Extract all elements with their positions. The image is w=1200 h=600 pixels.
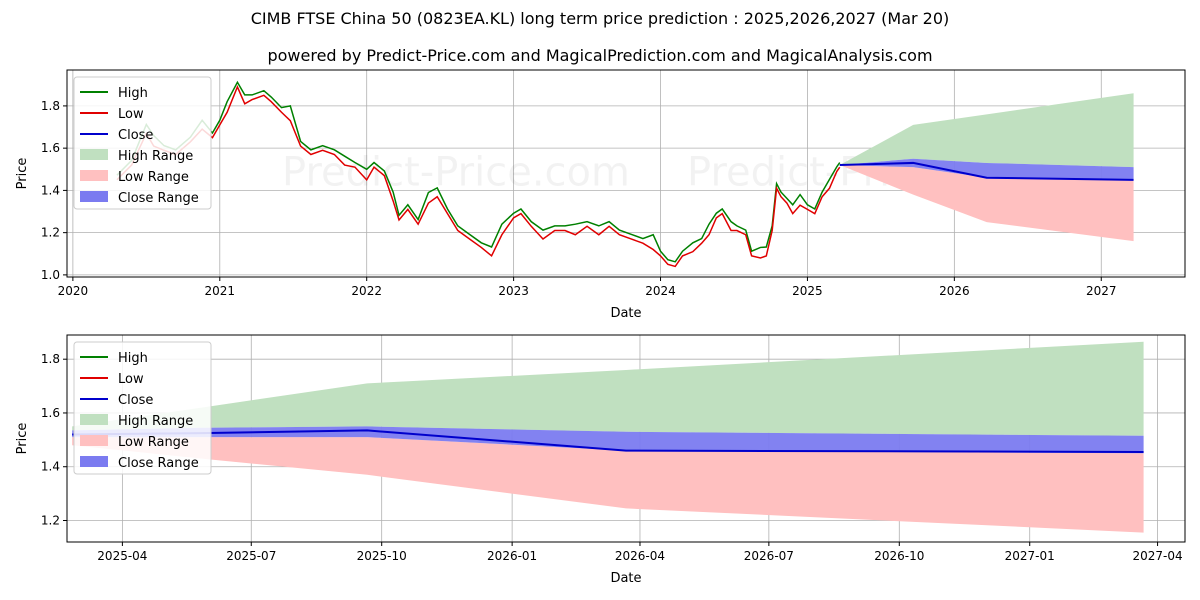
p2-y-tick-label: 1.4 <box>41 460 60 474</box>
p1-x-tick-label: 2026 <box>939 284 970 298</box>
p1-x-tick-label: 2021 <box>205 284 236 298</box>
p1-x-tick-label: 2020 <box>58 284 89 298</box>
p2-high-range-band <box>72 341 1144 436</box>
p1-legend-label-low-range: Low Range <box>118 170 189 185</box>
p2-close-range-band <box>72 426 1144 454</box>
p1-legend-label-high-range: High Range <box>118 149 193 164</box>
p1-y-tick-label: 1.4 <box>41 183 60 197</box>
p2-legend-swatch-close-range <box>80 456 108 467</box>
p1-legend-swatch-high-range <box>80 149 108 160</box>
p2-legend-label-low: Low <box>118 372 144 387</box>
chart-subtitle: powered by Predict-Price.com and Magical… <box>267 46 933 65</box>
p1-x-tick-label: 2022 <box>351 284 382 298</box>
p2-y-tick-label: 1.2 <box>41 513 60 527</box>
p1-x-tick-label: 2024 <box>645 284 676 298</box>
p1-x-axis-label: Date <box>610 306 641 321</box>
p1-low-series-line <box>116 84 841 268</box>
p1-legend-swatch-close-range <box>80 191 108 202</box>
p2-x-tick-label: 2027-04 <box>1132 549 1182 563</box>
p1-watermark-left: Predict-Price.com <box>282 150 630 196</box>
p1-legend-label-close-range: Close Range <box>118 191 199 206</box>
p2-x-tick-label: 2025-04 <box>97 549 147 563</box>
p1-y-tick-label: 1.8 <box>41 99 60 113</box>
p2-x-tick-label: 2026-10 <box>874 549 924 563</box>
p1-axes-frame <box>66 69 1186 278</box>
p2-x-tick-label: 2026-04 <box>615 549 665 563</box>
p1-legend-box <box>73 76 212 210</box>
p2-axes-frame <box>66 334 1186 543</box>
p2-low-range-band <box>72 437 1144 533</box>
p1-low-range-band <box>839 165 1134 242</box>
p1-close-forecast-line <box>839 161 1134 181</box>
p1-x-tick-label: 2025 <box>792 284 823 298</box>
p2-legend-label-high: High <box>118 351 148 366</box>
p2-x-tick-label: 2027-01 <box>1005 549 1055 563</box>
p1-high-range-band <box>839 93 1134 168</box>
p2-plot-area <box>72 341 1144 533</box>
p2-y-tick-label: 1.8 <box>41 352 60 366</box>
p1-legend-swatch-low-range <box>80 170 108 181</box>
p2-legend-label-close: Close <box>118 393 153 408</box>
p2-legend-swatch-high-range <box>80 414 108 425</box>
p2-legend-label-close-range: Close Range <box>118 456 199 471</box>
p2-x-axis-label: Date <box>610 571 641 586</box>
p1-plot-area <box>116 80 1134 268</box>
p2-x-tick-label: 2025-07 <box>226 549 276 563</box>
p1-y-axis-label: Price <box>15 158 30 190</box>
p2-x-tick-label: 2026-01 <box>487 549 537 563</box>
p1-legend-label-low: Low <box>118 107 144 122</box>
p1-x-tick-label: 2023 <box>498 284 529 298</box>
p2-x-tick-label: 2026-07 <box>744 549 794 563</box>
p2-legend-label-low-range: Low Range <box>118 435 189 450</box>
p1-legend-label-close: Close <box>118 128 153 143</box>
p2-x-tick-label: 2025-10 <box>357 549 407 563</box>
p2-legend-label-high-range: High Range <box>118 414 193 429</box>
p1-x-tick-label: 2027 <box>1086 284 1117 298</box>
p1-legend-label-high: High <box>118 86 148 101</box>
p1-close-range-band <box>839 158 1134 180</box>
p2-legend-swatch-low-range <box>80 435 108 446</box>
p1-high-series-line <box>116 80 841 263</box>
p1-y-tick-label: 1.0 <box>41 268 60 282</box>
chart-title: CIMB FTSE China 50 (0823EA.KL) long term… <box>250 9 950 28</box>
p2-legend-box <box>73 341 212 475</box>
p2-y-tick-label: 1.6 <box>41 406 60 420</box>
p2-y-axis-label: Price <box>15 423 30 455</box>
p1-y-tick-label: 1.2 <box>41 226 60 240</box>
p1-y-tick-label: 1.6 <box>41 141 60 155</box>
